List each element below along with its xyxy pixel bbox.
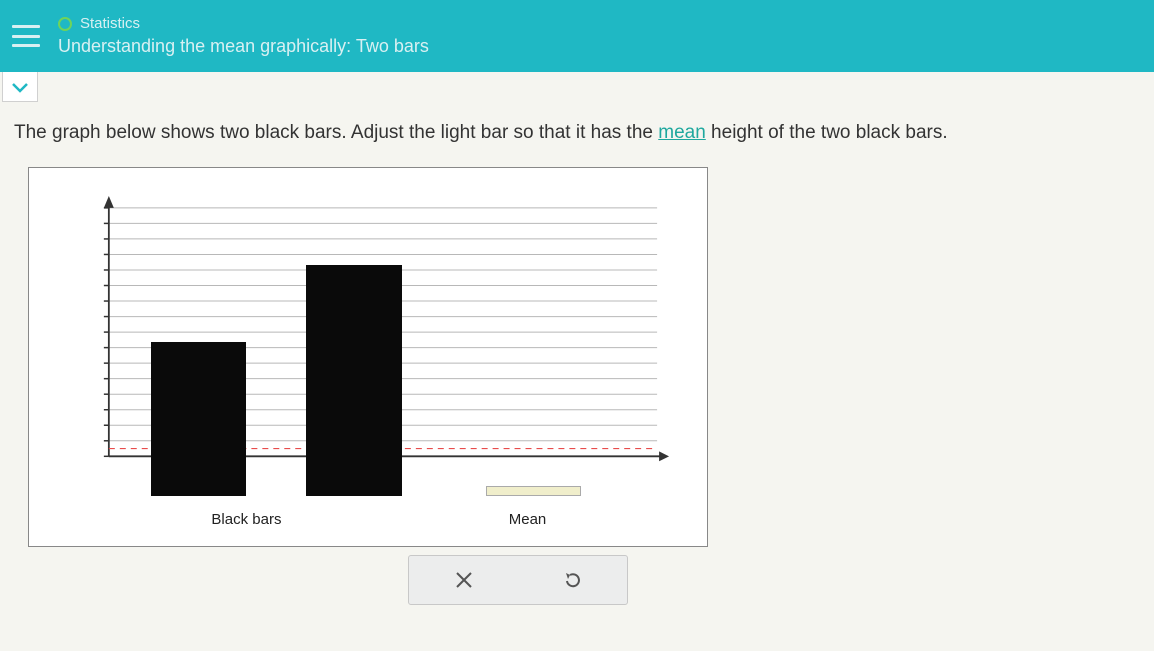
x-axis-label: Black bars — [211, 511, 281, 528]
lesson-title: Understanding the mean graphically: Two … — [58, 36, 429, 57]
chevron-down-icon — [11, 81, 29, 93]
black-bar-1 — [151, 342, 247, 496]
undo-icon — [562, 569, 584, 591]
instruction-prefix: The graph below shows two black bars. Ad… — [14, 122, 658, 143]
clear-button[interactable] — [448, 564, 480, 596]
status-dot-icon — [58, 17, 72, 31]
breadcrumb: Statistics — [58, 15, 429, 32]
mean-bar[interactable] — [486, 486, 582, 496]
header-text: Statistics Understanding the mean graphi… — [58, 15, 429, 57]
lesson-header: Statistics Understanding the mean graphi… — [0, 0, 1154, 72]
chart-box: Black bars Mean — [28, 167, 708, 547]
reset-button[interactable] — [557, 564, 589, 596]
chart-container: Black bars Mean — [28, 167, 708, 605]
bars-layer — [79, 188, 677, 496]
close-icon — [454, 570, 474, 590]
instruction-text: The graph below shows two black bars. Ad… — [0, 102, 1154, 167]
chart-toolbar — [408, 555, 628, 605]
menu-icon[interactable] — [12, 25, 40, 47]
black-bar-2 — [306, 265, 402, 496]
x-axis-label: Mean — [509, 511, 547, 528]
category-label: Statistics — [80, 15, 140, 32]
expand-button[interactable] — [2, 72, 38, 102]
mean-link[interactable]: mean — [658, 122, 706, 143]
instruction-suffix: height of the two black bars. — [706, 122, 948, 143]
content-area: The graph below shows two black bars. Ad… — [0, 72, 1154, 605]
